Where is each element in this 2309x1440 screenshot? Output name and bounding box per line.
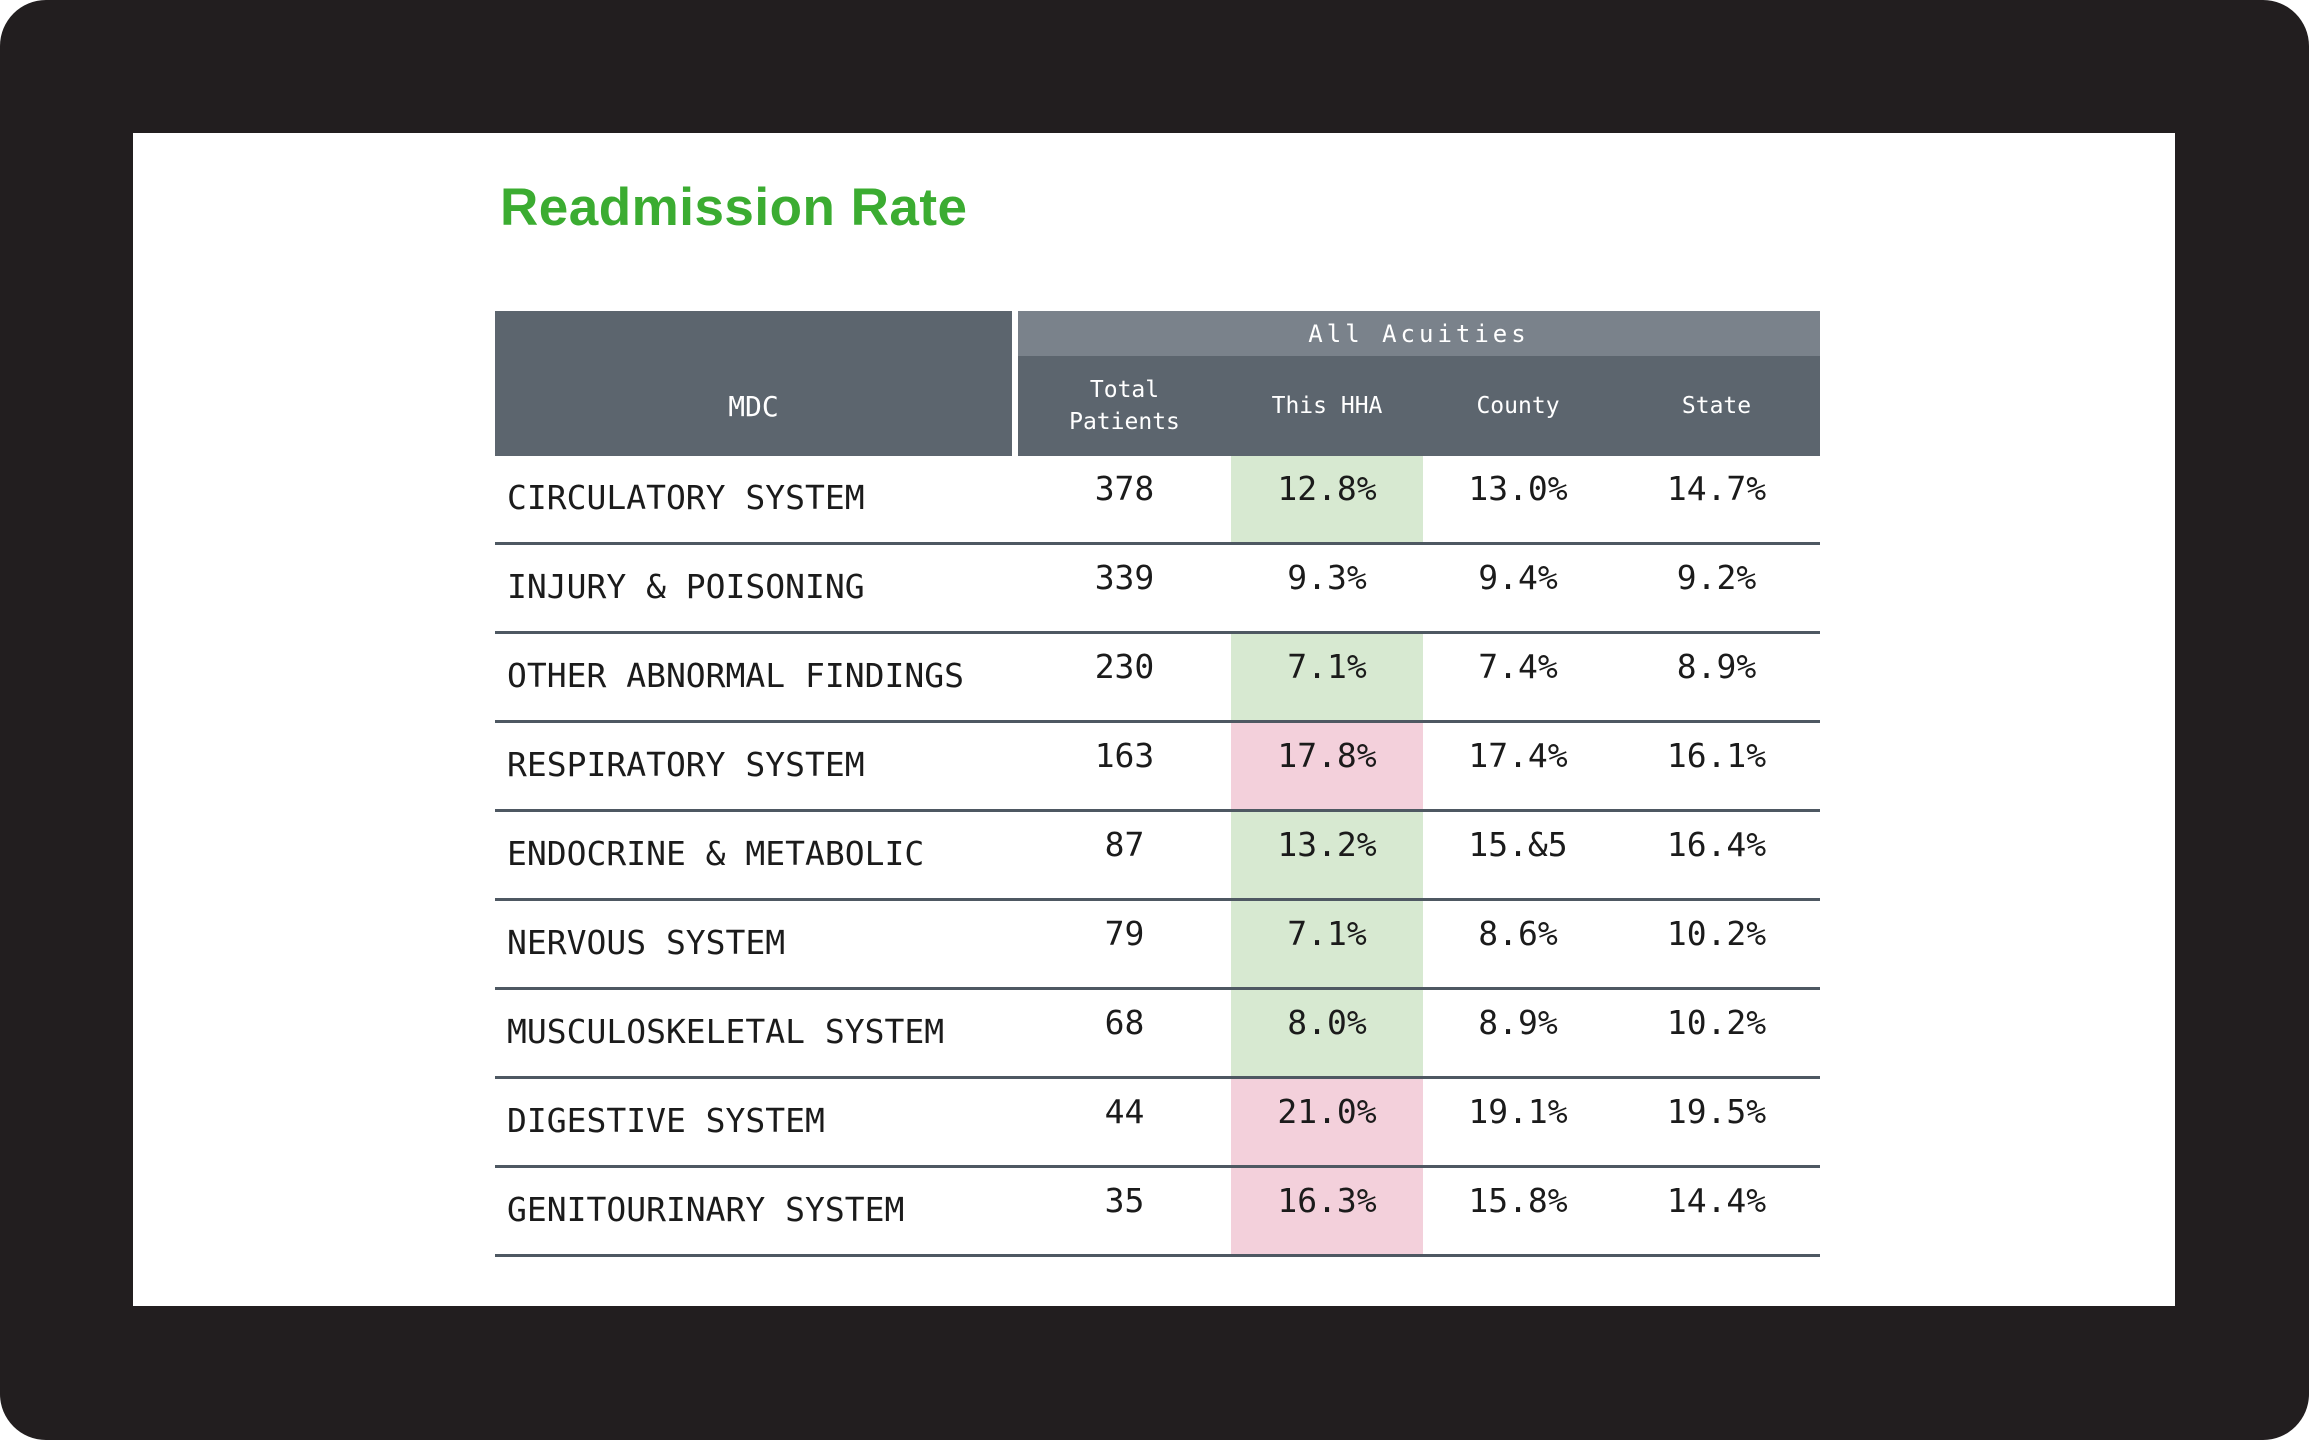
state-value: 16.1% xyxy=(1666,736,1767,775)
row-gap xyxy=(1012,545,1018,631)
row-gap xyxy=(1012,723,1018,809)
readmission-table: MDC All Acuities Total Patients This HHA… xyxy=(495,311,1820,1257)
header-all-acuities: All Acuities xyxy=(1018,311,1820,356)
this-hha-value: 21.0% xyxy=(1231,1079,1423,1165)
state-value: 10.2% xyxy=(1666,914,1767,953)
table-header: MDC All Acuities Total Patients This HHA… xyxy=(495,311,1820,456)
table-row: NERVOUS SYSTEM 79 7.1% 8.6% 10.2% xyxy=(495,901,1820,990)
county-value: 9.4% xyxy=(1478,558,1558,597)
state-value: 9.2% xyxy=(1676,558,1757,597)
this-hha-value: 16.3% xyxy=(1231,1168,1423,1254)
total-patients-value: 378 xyxy=(1094,469,1155,508)
row-label: OTHER ABNORMAL FINDINGS xyxy=(507,656,964,695)
total-patients-value: 68 xyxy=(1104,1003,1145,1042)
row-label: GENITOURINARY SYSTEM xyxy=(507,1190,905,1229)
total-patients-value: 163 xyxy=(1094,736,1155,775)
header-group: All Acuities Total Patients This HHA Cou… xyxy=(1018,311,1820,456)
state-value: 16.4% xyxy=(1666,825,1767,864)
this-hha-value: 9.3% xyxy=(1287,558,1367,597)
table-row: MUSCULOSKELETAL SYSTEM 68 8.0% 8.9% 10.2… xyxy=(495,990,1820,1079)
table-row: OTHER ABNORMAL FINDINGS 230 7.1% 7.4% 8.… xyxy=(495,634,1820,723)
this-hha-value: 7.1% xyxy=(1231,634,1423,720)
county-value: 19.1% xyxy=(1468,1092,1568,1131)
county-value: 17.4% xyxy=(1468,736,1568,775)
row-label: INJURY & POISONING xyxy=(507,567,865,606)
header-state: State xyxy=(1681,392,1752,419)
state-value: 14.7% xyxy=(1666,469,1767,508)
row-gap xyxy=(1012,1079,1018,1165)
county-value: 8.6% xyxy=(1478,914,1558,953)
row-gap xyxy=(1012,812,1018,898)
total-patients-value: 87 xyxy=(1104,825,1145,864)
this-hha-value: 7.1% xyxy=(1231,901,1423,987)
this-hha-value: 8.0% xyxy=(1231,990,1423,1076)
row-label: NERVOUS SYSTEM xyxy=(507,923,786,962)
total-patients-value: 79 xyxy=(1104,914,1145,953)
this-hha-value: 17.8% xyxy=(1231,723,1423,809)
header-total-patients: Total Patients xyxy=(1069,376,1180,435)
row-gap xyxy=(1012,990,1018,1076)
header-county: County xyxy=(1476,392,1560,419)
state-value: 10.2% xyxy=(1666,1003,1767,1042)
row-label: CIRCULATORY SYSTEM xyxy=(507,478,865,517)
county-value: 13.0% xyxy=(1468,469,1568,508)
header-subcolumns: Total Patients This HHA County State xyxy=(1018,356,1820,456)
row-label: RESPIRATORY SYSTEM xyxy=(507,745,865,784)
row-label: ENDOCRINE & METABOLIC xyxy=(507,834,925,873)
table-row: INJURY & POISONING 339 9.3% 9.4% 9.2% xyxy=(495,545,1820,634)
row-gap xyxy=(1012,1168,1018,1254)
county-value: 7.4% xyxy=(1478,647,1558,686)
row-gap xyxy=(1012,901,1018,987)
state-value: 14.4% xyxy=(1666,1181,1767,1220)
table-row: RESPIRATORY SYSTEM 163 17.8% 17.4% 16.1% xyxy=(495,723,1820,812)
header-mdc: MDC xyxy=(495,311,1012,456)
county-value: 8.9% xyxy=(1478,1003,1558,1042)
header-gap xyxy=(1012,311,1018,456)
total-patients-value: 44 xyxy=(1104,1092,1145,1131)
header-this-hha: This HHA xyxy=(1271,392,1383,419)
total-patients-value: 339 xyxy=(1094,558,1155,597)
this-hha-value: 12.8% xyxy=(1231,456,1423,542)
total-patients-value: 230 xyxy=(1094,647,1155,686)
row-gap xyxy=(1012,456,1018,542)
table-row: CIRCULATORY SYSTEM 378 12.8% 13.0% 14.7% xyxy=(495,456,1820,545)
county-value: 15.&5 xyxy=(1468,825,1568,864)
total-patients-value: 35 xyxy=(1104,1181,1145,1220)
row-label: DIGESTIVE SYSTEM xyxy=(507,1101,825,1140)
county-value: 15.8% xyxy=(1468,1181,1568,1220)
table-row: DIGESTIVE SYSTEM 44 21.0% 19.1% 19.5% xyxy=(495,1079,1820,1168)
table-row: ENDOCRINE & METABOLIC 87 13.2% 15.&5 16.… xyxy=(495,812,1820,901)
page-title: Readmission Rate xyxy=(500,178,968,237)
state-value: 19.5% xyxy=(1666,1092,1767,1131)
report-card: Readmission Rate MDC All Acuities Total … xyxy=(133,133,2175,1306)
table-row: GENITOURINARY SYSTEM 35 16.3% 15.8% 14.4… xyxy=(495,1168,1820,1257)
state-value: 8.9% xyxy=(1676,647,1757,686)
this-hha-value: 13.2% xyxy=(1231,812,1423,898)
row-label: MUSCULOSKELETAL SYSTEM xyxy=(507,1012,945,1051)
row-gap xyxy=(1012,634,1018,720)
